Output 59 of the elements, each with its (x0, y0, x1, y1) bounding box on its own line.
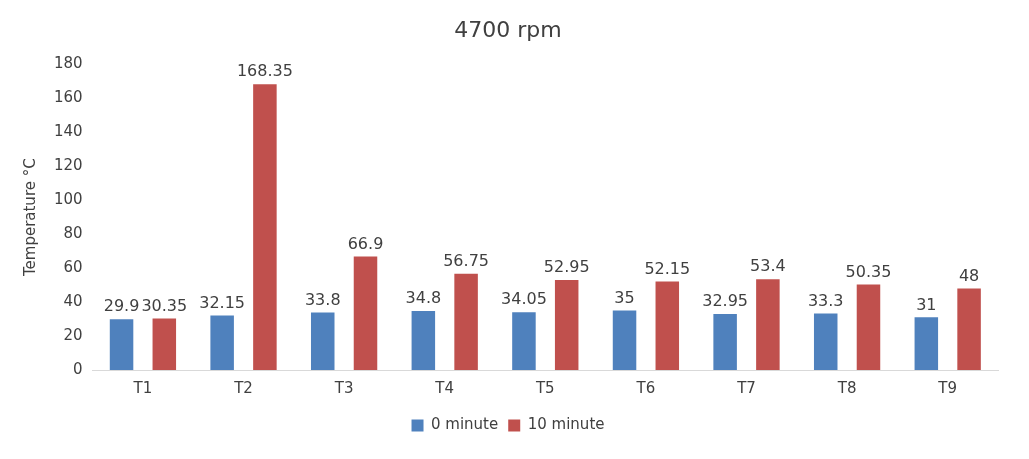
bar (454, 273, 478, 370)
data-label: 31 (916, 294, 937, 314)
y-tick-label: 120 (53, 156, 83, 175)
x-tick-label: T4 (434, 378, 455, 397)
y-tick-label: 140 (53, 122, 83, 141)
bar (411, 310, 436, 370)
data-label: 52.15 (644, 258, 691, 278)
data-label: 30.35 (141, 295, 188, 315)
data-label: 29.9 (103, 296, 140, 316)
data-label: 32.95 (702, 291, 749, 311)
x-tick-label: T7 (736, 378, 756, 397)
bar (310, 312, 335, 370)
bar (713, 314, 737, 370)
y-tick-label: 80 (63, 224, 83, 243)
legend-label: 0 minute (431, 415, 499, 434)
data-label: 53.4 (750, 256, 786, 276)
x-tick-label: T9 (937, 378, 958, 397)
bar (152, 318, 177, 370)
bar (756, 279, 780, 370)
bar (353, 256, 378, 370)
data-label: 52.95 (543, 257, 590, 277)
bar (554, 280, 579, 370)
data-label: 34.8 (405, 288, 442, 308)
y-tick-label: 160 (53, 88, 83, 107)
data-label: 34.05 (501, 289, 547, 309)
bar (914, 317, 939, 370)
bar (655, 281, 680, 370)
x-tick-label: T1 (132, 378, 153, 397)
data-label: 35 (614, 287, 635, 307)
x-tick-label: T6 (635, 378, 656, 397)
y-tick-label: 0 (73, 359, 83, 378)
bar (813, 313, 838, 370)
legend-label: 10 minute (527, 415, 605, 434)
y-tick-label: 20 (63, 325, 83, 344)
y-tick-label: 60 (63, 258, 83, 277)
y-tick-label: 180 (53, 54, 83, 73)
data-label: 32.15 (199, 292, 246, 312)
data-label: 66.9 (347, 233, 384, 253)
bar (856, 284, 881, 370)
x-tick-label: T8 (836, 378, 857, 397)
bar (109, 319, 134, 370)
bar (253, 84, 277, 370)
chart-title: 4700 rpm (454, 16, 562, 42)
data-label: 48 (958, 265, 980, 285)
data-label: 33.3 (807, 290, 844, 310)
data-label: 33.8 (304, 289, 341, 309)
bar (512, 312, 536, 370)
bar (210, 315, 234, 370)
x-tick-label: T3 (333, 378, 354, 397)
data-label: 50.35 (845, 261, 892, 281)
data-label: 56.75 (443, 250, 489, 270)
x-tick-label: T5 (534, 378, 555, 397)
y-tick-label: 100 (53, 190, 83, 209)
data-label: 168.35 (236, 61, 293, 81)
y-axis-title: Temperature °C (20, 158, 39, 278)
y-tick-label: 40 (63, 291, 83, 310)
bar (957, 288, 981, 370)
x-tick-label: T2 (233, 378, 253, 397)
bar (612, 310, 637, 370)
